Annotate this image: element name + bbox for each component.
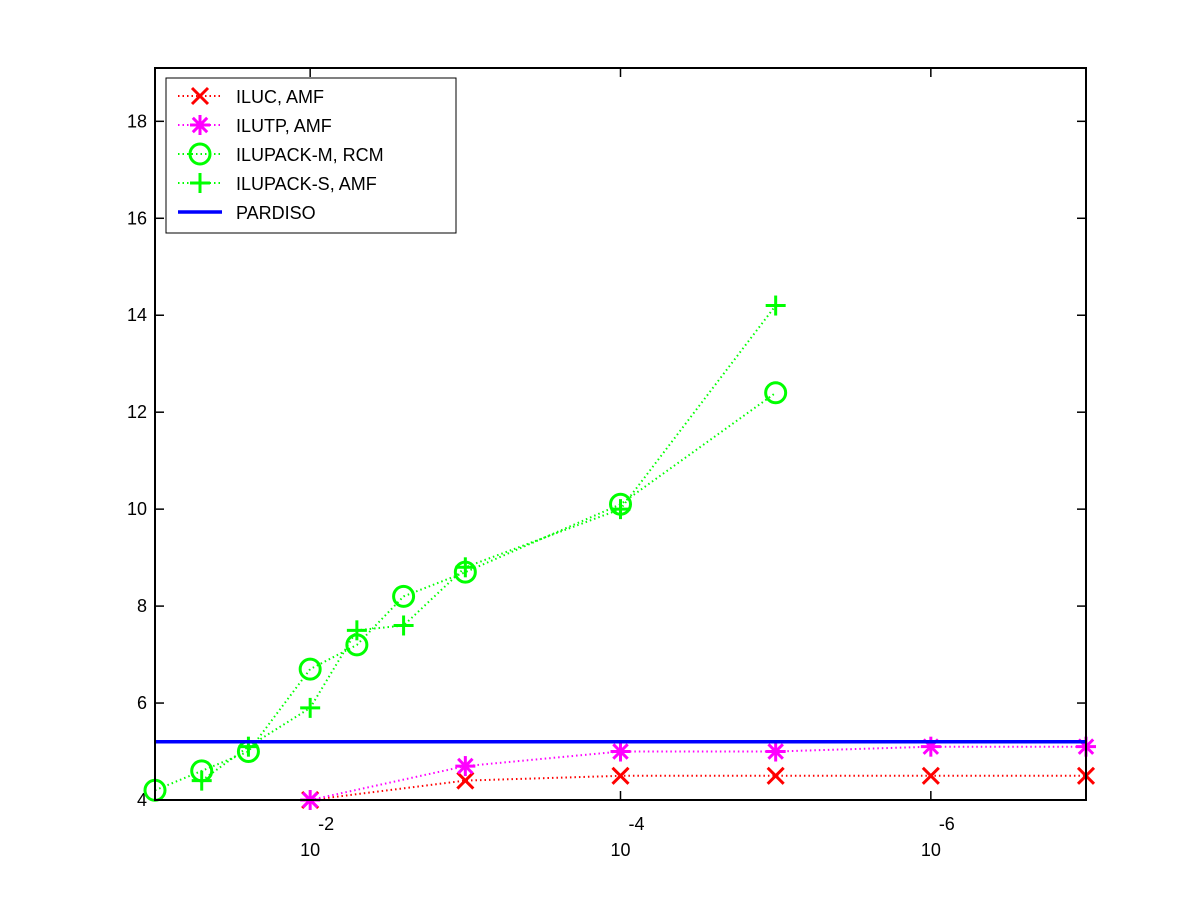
y-tick-label: 14 [127,305,147,325]
marker-stroke [764,381,788,405]
legend-label: ILUC, AMF [236,87,324,107]
legend-entry: ILUTP, AMF [178,115,332,136]
data-point [610,499,631,520]
data-point [392,584,416,608]
marker-stroke [191,116,209,134]
legend: ILUC, AMF ILUTP, AMF ILUPACK-M, RCM ILUPACK… [165,77,457,234]
y-tick-label: 6 [137,693,147,713]
axis-ticks: 4 6 8 10 12 14 16 18 10 -2 10 -4 10 -6 [127,68,1086,860]
legend-label: PARDISO [236,203,316,223]
marker-stroke [611,766,630,785]
marker-stroke [456,771,475,790]
legend-entry: PARDISO [178,203,316,223]
legend-label: ILUTP, AMF [236,116,332,136]
x-tick-base-label: 10 [300,840,320,860]
data-point [298,657,322,681]
legend-label: ILUPACK-S, AMF [236,174,377,194]
data-point [300,697,321,718]
data-point [188,142,212,166]
data-point [921,766,940,785]
marker-stroke [612,743,629,760]
x-tick-exponent-label: -2 [318,814,334,834]
x-tick-exponent-label: -6 [939,814,955,834]
marker-stroke [457,757,474,775]
x-tick-base-label: 10 [921,840,941,860]
data-point [346,620,367,641]
data-point [190,115,210,135]
x-tick-exponent-label: -4 [628,814,644,834]
marker-stroke [921,766,940,785]
y-tick-label: 8 [137,596,147,616]
legend-entry: ILUPACK-M, RCM [178,142,384,166]
data-point [766,766,785,785]
marker-stroke [766,766,785,785]
series-ilupack-s-amf [191,295,786,791]
y-tick-label: 4 [137,790,147,810]
legend-entry: ILUC, AMF [178,86,324,107]
y-tick-label: 18 [127,111,147,131]
data-point [238,736,259,757]
data-point [764,381,788,405]
data-point [456,771,475,790]
data-point [190,86,210,106]
legend-entry: ILUPACK-S, AMF [178,173,377,194]
marker-stroke [190,86,210,106]
legend-label: ILUPACK-M, RCM [236,145,384,165]
series-line [309,745,1086,801]
data-point [765,295,786,316]
marker-stroke [392,584,416,608]
y-tick-label: 16 [127,208,147,228]
data-point [455,756,476,777]
data-point [393,615,414,636]
data-point [611,766,630,785]
series-line [154,391,777,792]
legend-box [165,77,457,234]
series-line [201,304,777,782]
data-point [191,770,212,791]
y-tick-label: 12 [127,402,147,422]
marker-stroke [767,743,784,760]
x-tick-base-label: 10 [610,840,630,860]
marker-stroke [298,657,322,681]
data-point [765,741,786,762]
marker-stroke [188,142,212,166]
plot-frame [154,67,1087,801]
data-point [920,736,941,757]
data-point [190,173,210,193]
y-tick-label: 10 [127,499,147,519]
data-point [610,741,631,762]
data-point [455,557,476,578]
